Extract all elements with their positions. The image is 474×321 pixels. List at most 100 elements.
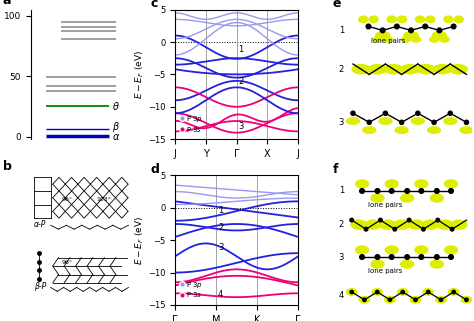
Ellipse shape [363, 127, 375, 133]
Circle shape [465, 120, 468, 125]
Ellipse shape [437, 220, 453, 229]
Ellipse shape [436, 297, 446, 303]
Ellipse shape [379, 118, 392, 124]
Ellipse shape [346, 118, 359, 124]
Circle shape [450, 227, 454, 231]
Ellipse shape [444, 16, 453, 22]
Circle shape [437, 28, 442, 33]
Circle shape [439, 298, 443, 301]
Circle shape [449, 189, 453, 193]
Circle shape [363, 298, 366, 301]
Ellipse shape [452, 220, 467, 229]
Circle shape [451, 24, 456, 29]
Circle shape [416, 111, 420, 115]
Ellipse shape [398, 289, 408, 295]
Circle shape [405, 255, 410, 259]
Circle shape [432, 120, 436, 125]
Circle shape [449, 255, 453, 259]
Ellipse shape [385, 180, 398, 188]
Text: b: b [3, 160, 12, 173]
Ellipse shape [401, 65, 419, 74]
Ellipse shape [440, 37, 449, 42]
Circle shape [409, 28, 413, 33]
Circle shape [375, 189, 380, 193]
Y-axis label: $E$: $E$ [0, 70, 1, 79]
Text: 3: 3 [338, 118, 344, 127]
Ellipse shape [368, 65, 386, 74]
Ellipse shape [454, 16, 463, 22]
Text: $\theta$: $\theta$ [111, 100, 119, 112]
Circle shape [436, 218, 439, 222]
Ellipse shape [444, 118, 457, 124]
Ellipse shape [401, 260, 414, 268]
Text: 2: 2 [339, 65, 344, 74]
Circle shape [393, 227, 397, 231]
Ellipse shape [409, 220, 424, 229]
Ellipse shape [375, 32, 390, 39]
Text: c: c [150, 0, 158, 10]
Circle shape [401, 290, 404, 294]
Circle shape [419, 189, 424, 193]
Ellipse shape [383, 37, 392, 42]
Ellipse shape [415, 180, 428, 188]
Circle shape [388, 298, 392, 301]
Text: f: f [332, 163, 338, 176]
Circle shape [427, 290, 430, 294]
Circle shape [360, 189, 365, 193]
Ellipse shape [430, 37, 439, 42]
Ellipse shape [352, 65, 370, 74]
Ellipse shape [356, 246, 368, 254]
Circle shape [465, 298, 468, 301]
Text: 2: 2 [218, 223, 223, 232]
Ellipse shape [371, 194, 384, 202]
Text: lone pairs: lone pairs [368, 202, 403, 207]
Circle shape [366, 24, 371, 29]
Text: 3: 3 [338, 253, 344, 262]
Text: 3: 3 [218, 243, 223, 252]
Ellipse shape [411, 118, 424, 124]
Text: lone pairs: lone pairs [368, 268, 403, 273]
Ellipse shape [460, 127, 473, 133]
Circle shape [375, 255, 380, 259]
Ellipse shape [417, 65, 435, 74]
Ellipse shape [346, 289, 357, 295]
Ellipse shape [359, 16, 368, 22]
Ellipse shape [430, 194, 443, 202]
Text: 1: 1 [339, 26, 344, 35]
Text: d: d [150, 163, 159, 176]
Ellipse shape [384, 65, 402, 74]
Ellipse shape [428, 127, 440, 133]
Text: 4: 4 [339, 291, 344, 300]
Ellipse shape [410, 297, 420, 303]
Circle shape [422, 227, 425, 231]
Y-axis label: $E-E_F$ (eV): $E-E_F$ (eV) [134, 216, 146, 265]
Circle shape [367, 120, 371, 125]
Ellipse shape [423, 220, 438, 229]
Ellipse shape [448, 289, 459, 295]
Ellipse shape [404, 32, 418, 39]
Text: 96°: 96° [62, 259, 73, 265]
Legend: P 3$p$, P 3$s$: P 3$p$, P 3$s$ [179, 112, 205, 136]
Circle shape [389, 255, 394, 259]
Ellipse shape [423, 289, 433, 295]
Ellipse shape [351, 220, 366, 229]
Ellipse shape [445, 180, 457, 188]
Circle shape [351, 111, 355, 115]
Text: 96°: 96° [62, 197, 73, 202]
Circle shape [435, 255, 439, 259]
Circle shape [452, 290, 456, 294]
Ellipse shape [359, 297, 370, 303]
Text: 1: 1 [238, 45, 243, 54]
Ellipse shape [385, 246, 398, 254]
Circle shape [435, 189, 439, 193]
Ellipse shape [426, 16, 435, 22]
Ellipse shape [416, 16, 425, 22]
Text: α-P: α-P [34, 220, 46, 229]
Ellipse shape [401, 194, 414, 202]
Ellipse shape [432, 32, 447, 39]
Ellipse shape [401, 37, 410, 42]
Circle shape [423, 24, 428, 29]
Circle shape [350, 218, 354, 222]
Ellipse shape [394, 220, 410, 229]
Circle shape [407, 218, 411, 222]
